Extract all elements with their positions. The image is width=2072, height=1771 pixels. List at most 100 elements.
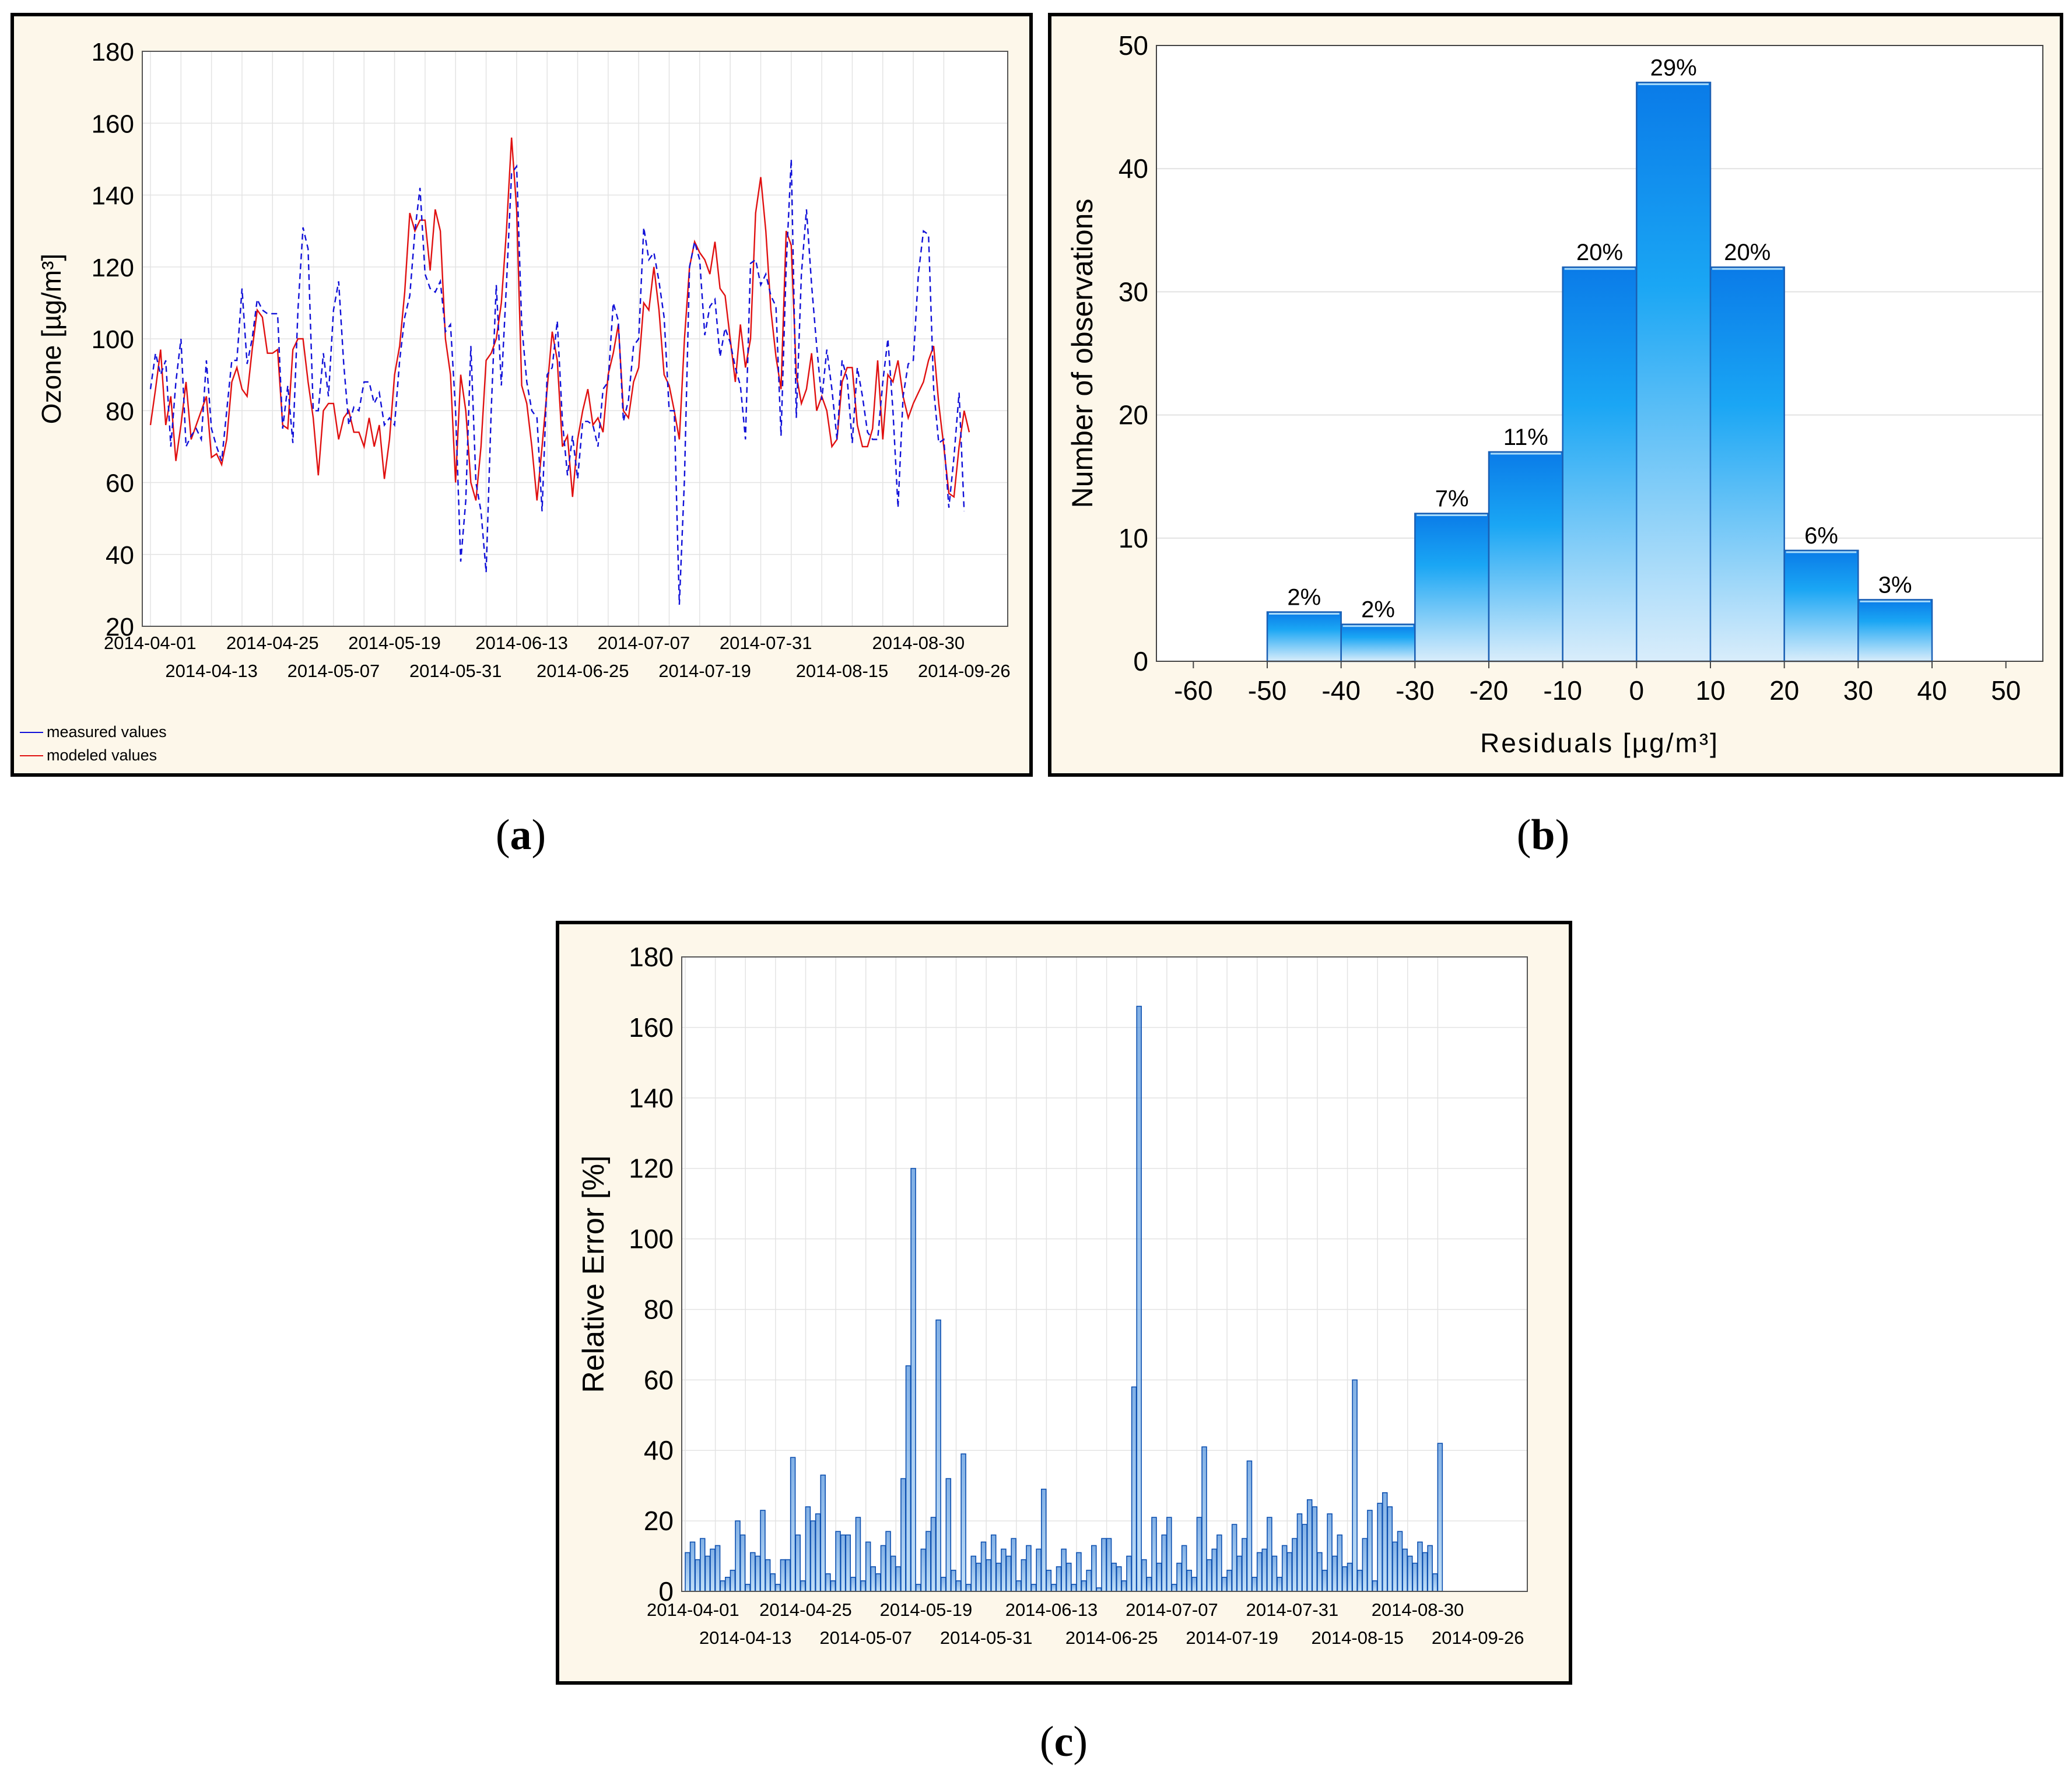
error-bar (1131, 1386, 1137, 1592)
y-tick-label: 40 (644, 1435, 674, 1465)
caption-b: (b) (1516, 811, 1570, 859)
error-bar (1417, 1541, 1423, 1592)
error-bar (1005, 1555, 1012, 1592)
error-bar (1146, 1577, 1152, 1592)
x-tick-labels: -60 -50 -40 -30 -20 -10 0 10 20 30 40 50 (1174, 675, 2021, 706)
y-tick-label: 140 (92, 182, 134, 211)
error-bar (995, 1562, 1002, 1592)
y-tick-label: 0 (658, 1576, 674, 1607)
x-tick-labels: 2014-04-01 2014-04-25 2014-05-19 2014-06-13… (104, 633, 1011, 681)
error-bar (1427, 1545, 1433, 1592)
x-tick-label: 0 (1629, 675, 1645, 706)
error-bar (1251, 1577, 1257, 1592)
bar-percent-label: 7% (1435, 486, 1469, 512)
error-bar (1136, 1005, 1142, 1592)
histogram-bar (1266, 611, 1342, 662)
error-bar (1342, 1566, 1348, 1592)
error-bar (739, 1534, 746, 1592)
error-bar (1056, 1566, 1062, 1592)
histogram-bars (1266, 82, 1933, 662)
y-tick-label: 140 (629, 1083, 674, 1113)
error-bar (1352, 1379, 1358, 1592)
error-bar (714, 1545, 721, 1592)
error-bar (990, 1534, 997, 1592)
error-bar (775, 1584, 781, 1592)
error-bar (1437, 1443, 1443, 1592)
error-bar (700, 1538, 706, 1592)
error-bar (770, 1573, 776, 1592)
error-bar (730, 1569, 736, 1592)
panel-a-line-chart: 20 40 60 80 100 120 140 160 180 2014-04-01 2014-0… (10, 13, 1033, 777)
bar-percent-labels: 2% 2% 7% 11% 20% 29% 20% 6% 3% (1287, 55, 1912, 622)
histogram-bar (1562, 266, 1638, 662)
error-bar (1367, 1510, 1373, 1592)
error-bar (930, 1517, 937, 1592)
y-axis-label: Relative Error [%] (577, 1155, 611, 1393)
error-bar (940, 1577, 946, 1592)
histogram-bar (1783, 549, 1859, 662)
error-bar (905, 1365, 911, 1592)
error-bar (1356, 1569, 1363, 1592)
plot-frame (142, 51, 1008, 627)
y-tick-label: 40 (106, 541, 134, 570)
x-tick-label-upper: 2014-04-01 (104, 633, 197, 653)
legend: measured values modeled values (20, 723, 167, 764)
error-bar (910, 1167, 916, 1592)
error-bar (1141, 1559, 1147, 1592)
series-lines (149, 137, 970, 605)
error-bar (865, 1541, 871, 1592)
histogram-bar (1340, 623, 1416, 662)
error-bar (1387, 1506, 1393, 1592)
x-tick-label-upper: 2014-08-30 (872, 633, 965, 653)
error-bar (805, 1506, 811, 1592)
error-bar (1397, 1531, 1403, 1592)
error-bar (830, 1580, 836, 1592)
error-bar (785, 1559, 791, 1592)
error-bar (735, 1520, 741, 1592)
error-bar (1302, 1524, 1307, 1592)
error-bar (1176, 1562, 1182, 1592)
x-tick-label-lower: 2014-07-19 (1186, 1628, 1278, 1648)
error-bar (945, 1478, 952, 1592)
histogram-bar (1636, 82, 1712, 662)
series-line-measured (149, 159, 965, 605)
x-tick-label-lower: 2014-07-19 (658, 661, 751, 681)
grid (142, 51, 1008, 627)
caption-c: (c) (1039, 1718, 1088, 1766)
error-bar (1166, 1517, 1172, 1592)
x-tick-labels: 2014-04-01 2014-04-25 2014-05-19 2014-06-13… (647, 1600, 1524, 1648)
x-tick-label-upper: 2014-04-01 (647, 1600, 739, 1620)
x-tick-label-upper: 2014-07-07 (598, 633, 690, 653)
y-tick-label: 30 (1119, 276, 1148, 307)
x-tick-label: 50 (1991, 675, 2021, 706)
error-bar (850, 1577, 856, 1592)
error-bar (1061, 1548, 1067, 1592)
error-bar (755, 1555, 761, 1592)
error-bar (780, 1559, 786, 1592)
y-axis-label: Number of observations (1066, 199, 1099, 508)
x-tick-label-lower: 2014-05-07 (288, 661, 380, 681)
x-tick-label-lower: 2014-08-15 (1311, 1628, 1404, 1648)
x-tick-label-lower: 2014-05-31 (409, 661, 502, 681)
caption-a: (a) (495, 811, 546, 859)
error-bar (1261, 1548, 1268, 1592)
plot-area (682, 957, 1527, 1591)
error-bar (976, 1562, 981, 1592)
error-bar (704, 1555, 711, 1592)
error-bar (935, 1319, 941, 1592)
error-bar (1306, 1499, 1313, 1592)
error-bar (1091, 1545, 1097, 1592)
error-bar (1066, 1562, 1072, 1592)
error-bar (745, 1584, 751, 1592)
error-bar (895, 1566, 902, 1592)
x-tick-label-upper: 2014-07-07 (1126, 1600, 1218, 1620)
panel-b-histogram: 2% 2% 7% 11% 20% 29% 20% 6% 3% 0 10 20 30 40 50 -60 -5… (1048, 13, 2063, 777)
x-tick-label-upper: 2014-05-19 (880, 1600, 973, 1620)
error-bar (1382, 1492, 1388, 1592)
histogram-bar (1488, 451, 1563, 662)
error-bar (960, 1453, 966, 1592)
error-bar (1040, 1488, 1047, 1592)
error-bar (1221, 1577, 1228, 1592)
plot-frame (1156, 45, 2043, 662)
y-tick-label: 100 (629, 1224, 674, 1254)
